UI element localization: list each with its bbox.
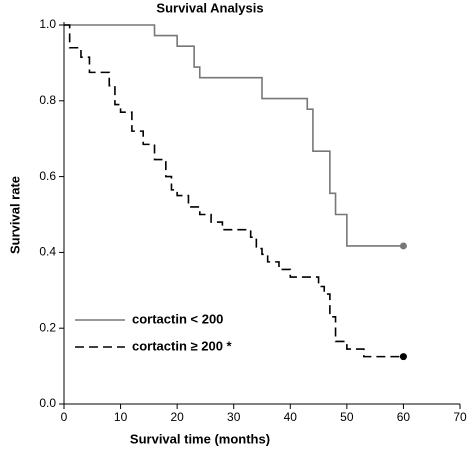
legend-label: cortactin ≥ 200 * [132, 338, 233, 353]
x-tick-label: 40 [284, 410, 298, 424]
x-tick-label: 20 [170, 410, 184, 424]
y-tick-label: 0.2 [39, 320, 56, 334]
y-tick-label: 0.8 [39, 93, 56, 107]
y-tick-label: 1.0 [39, 17, 56, 31]
x-tick-label: 60 [397, 410, 411, 424]
y-tick-label: 0.6 [39, 169, 56, 183]
end-dot [399, 353, 407, 361]
end-dot [399, 242, 407, 250]
survival-curve [64, 24, 404, 247]
chart-title: Survival Analysis [156, 0, 263, 15]
x-tick-label: 10 [114, 410, 128, 424]
x-axis-label: Survival time (months) [130, 431, 270, 446]
y-axis-label: Survival rate [7, 176, 22, 254]
y-tick-label: 0.4 [39, 245, 56, 259]
x-tick-label: 70 [453, 410, 467, 424]
legend-label: cortactin < 200 [132, 311, 223, 326]
survival-curve [64, 24, 404, 358]
x-tick-label: 0 [61, 410, 68, 424]
y-tick-label: 0.0 [39, 396, 56, 410]
x-tick-label: 50 [340, 410, 354, 424]
x-tick-label: 30 [227, 410, 241, 424]
